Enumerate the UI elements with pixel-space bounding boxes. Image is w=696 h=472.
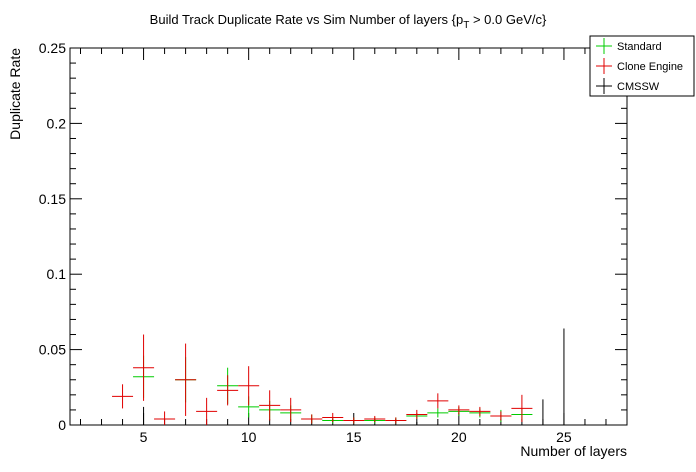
data-point <box>469 406 491 416</box>
data-point <box>238 366 260 406</box>
data-point <box>322 412 344 422</box>
series-clone-engine <box>112 334 533 425</box>
x-axis: 5 10 15 20 25 <box>80 48 607 445</box>
chart-title: Build Track Duplicate Rate vs Sim Number… <box>150 12 547 31</box>
chart-title-main: Build Track Duplicate Rate vs Sim Number… <box>150 12 464 27</box>
data-point <box>301 414 323 424</box>
data-point <box>490 411 512 421</box>
y-tick-label: 0.05 <box>39 342 66 358</box>
y-axis: 0 0.05 0.1 0.15 0.2 0.25 <box>39 40 627 433</box>
data-point <box>196 397 218 425</box>
y-axis-label: Duplicate Rate <box>7 48 23 140</box>
x-tick-label: 20 <box>451 429 467 445</box>
x-axis-label: Number of layers <box>520 443 627 459</box>
legend-entry: Standard <box>596 38 662 54</box>
data-point <box>427 393 449 409</box>
y-tick-label: 0.15 <box>39 191 66 207</box>
data-point <box>511 394 533 422</box>
y-tick-label: 0.2 <box>47 115 67 131</box>
data-point <box>112 384 134 409</box>
x-tick-label: 5 <box>140 429 148 445</box>
x-tick-label: 15 <box>346 429 362 445</box>
legend-entry: CMSSW <box>596 78 660 94</box>
data-point <box>427 408 449 418</box>
y-tick-label: 0 <box>58 417 66 433</box>
y-tick-label: 0.1 <box>47 266 67 282</box>
data-point <box>175 343 197 416</box>
legend-label: CMSSW <box>617 81 660 93</box>
data-point <box>280 397 302 422</box>
plot-frame <box>69 47 628 426</box>
data-point <box>259 390 281 421</box>
x-tick-label: 25 <box>556 429 572 445</box>
legend-label: Standard <box>617 41 662 53</box>
legend-label: Clone Engine <box>617 61 683 73</box>
data-point <box>364 415 386 422</box>
data-point <box>406 409 428 419</box>
series-cmssw <box>143 328 565 425</box>
y-tick-label: 0.25 <box>39 40 66 56</box>
data-point <box>448 405 470 415</box>
chart-title-subscript: T <box>463 20 469 31</box>
data-point <box>217 375 239 406</box>
series-layer <box>112 328 565 425</box>
legend: Standard Clone Engine CMSSW <box>589 35 695 97</box>
data-point <box>343 417 365 424</box>
data-point <box>133 334 155 401</box>
data-point <box>154 411 176 425</box>
data-point <box>385 417 407 424</box>
x-tick-label: 10 <box>241 429 257 445</box>
chart-title-tail: > 0.0 GeV/c} <box>469 12 547 27</box>
legend-entry: Clone Engine <box>596 58 683 74</box>
